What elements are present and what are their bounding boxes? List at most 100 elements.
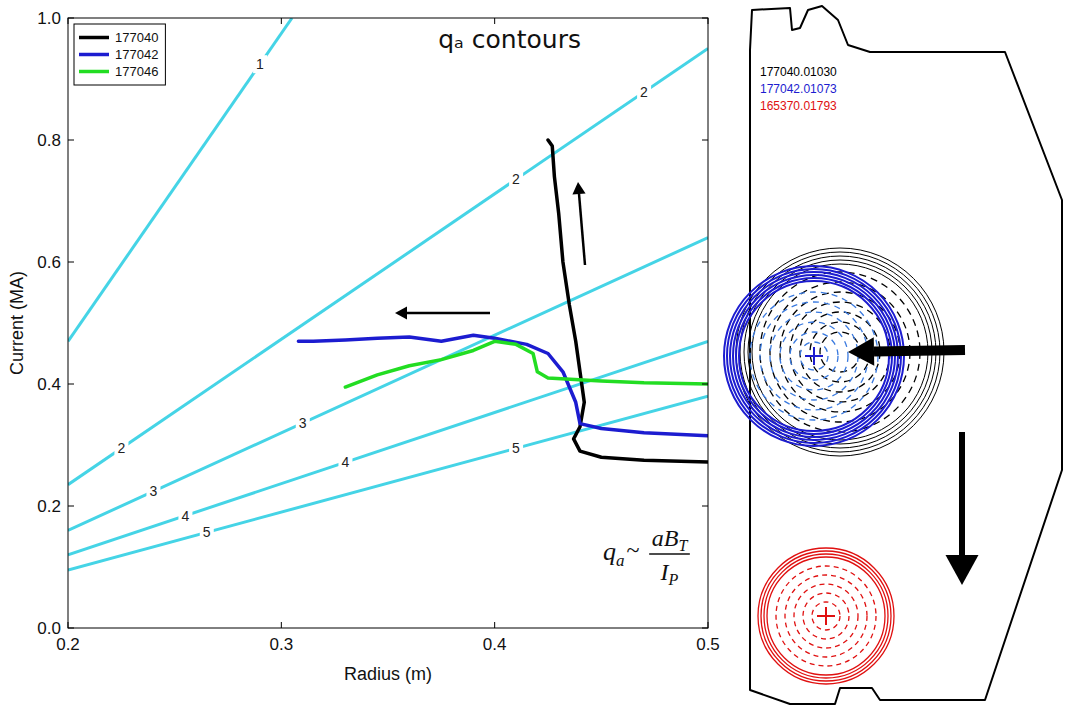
shot-label: 165370.01793 (760, 99, 837, 113)
axis-cross-blue (813, 347, 815, 365)
equilibrium-red-boundary (758, 548, 894, 684)
y-tick-right (702, 140, 708, 141)
diagram-arrow-left-shaft (874, 350, 965, 352)
equilibrium-black-flux-surface (800, 312, 880, 392)
plot-data (68, 18, 708, 570)
formula-numerator: aBT (652, 525, 689, 554)
y-tick-right (702, 262, 708, 263)
equilibrium-red-flux-surface (794, 584, 858, 648)
legend-swatch (79, 36, 109, 40)
equilibrium-blue-flux-surface (750, 292, 878, 420)
contour-label: 4 (341, 454, 349, 470)
contour-label: 4 (181, 508, 189, 524)
y-tick-right (702, 18, 708, 19)
x-tick-label: 0.3 (270, 635, 294, 654)
diagram-arrow-down-shaft (959, 432, 965, 555)
contour-label-background (146, 482, 160, 500)
formula-numerator-sub: T (678, 537, 688, 554)
x-tick-top (708, 18, 709, 24)
equilibrium-red-flux-surface (776, 566, 876, 666)
diagram-arrow-left-head (848, 337, 874, 366)
chart-arrow-left-head (395, 306, 407, 319)
legend-label: 177040 (115, 30, 158, 45)
legend-box (74, 24, 165, 85)
series-line (298, 335, 708, 436)
contour-label-background (114, 439, 128, 457)
y-tick (68, 262, 74, 263)
contour-label: 1 (256, 56, 264, 72)
formula-relation: ~ (627, 537, 640, 563)
y-tick (68, 140, 74, 141)
x-tick-top (494, 18, 495, 24)
equilibrium-red-boundary (764, 554, 888, 678)
legend-swatch (79, 53, 109, 57)
formula-lhs-main: q (603, 537, 616, 566)
q-contour-line (68, 341, 708, 555)
series-line (345, 341, 708, 387)
equilibrium-red-flux-surface (812, 602, 840, 630)
contour-label-background (296, 414, 310, 432)
equilibrium-blue-flux-surface (790, 332, 838, 380)
vessel-wall (750, 6, 1062, 704)
contour-label: 5 (512, 440, 520, 456)
y-tick-right (702, 384, 708, 385)
x-tick-top (68, 18, 69, 24)
y-tick-right (702, 506, 708, 507)
equilibrium-red-boundary (767, 557, 885, 675)
q-contour-line (68, 18, 292, 341)
y-tick-label: 0.6 (37, 253, 61, 272)
y-axis-title: Current (MA) (7, 271, 27, 375)
x-tick-label: 0.5 (696, 635, 720, 654)
contour-label: 2 (640, 84, 648, 100)
formula-lhs-sub: a (616, 551, 625, 570)
x-tick (708, 622, 709, 628)
chart-arrow-up-head (572, 182, 585, 195)
chart-arrow-left-shaft (407, 312, 490, 315)
contour-label-background (178, 507, 192, 525)
equilibrium-blue-flux-surface (780, 322, 848, 390)
contour-label-background (338, 453, 352, 471)
contour-label: 5 (203, 524, 211, 540)
y-tick (68, 506, 74, 507)
contour-label-background (509, 439, 523, 457)
equilibrium-blue-flux-surface (760, 302, 868, 410)
y-tick-label: 0.4 (37, 375, 61, 394)
q-contour-line (68, 49, 708, 485)
legend-label: 177046 (115, 64, 158, 79)
x-tick (281, 622, 282, 628)
x-tick-label: 0.2 (56, 635, 80, 654)
y-tick (68, 384, 74, 385)
equilibrium-blue-boundary (736, 278, 892, 434)
contour-labels: 1222334455 (114, 55, 651, 541)
chart-arrow-up-shaft (579, 194, 585, 265)
contour-label-background (509, 170, 523, 188)
y-tick-right (702, 628, 708, 629)
equilibrium-blue-flux-surface (800, 342, 828, 370)
q-contour-line (68, 396, 708, 570)
q-contour-line (68, 238, 708, 531)
y-tick-label: 0.8 (37, 131, 61, 150)
contour-label: 2 (117, 440, 125, 456)
equilibrium-blue-flux-surface (770, 312, 858, 400)
contour-label: 2 (512, 171, 520, 187)
y-tick-label: 0.2 (37, 497, 61, 516)
y-tick (68, 628, 74, 629)
series-line (548, 140, 708, 462)
vessel-diagram: 177040.01030177042.01073165370.01793 (724, 6, 1062, 704)
shot-label: 177040.01030 (760, 65, 837, 79)
figure: 12223344550.20.30.40.50.00.20.40.60.81.0… (0, 0, 1073, 708)
formula-fraction-bar (649, 553, 690, 554)
equilibrium-blue-boundary (730, 272, 898, 440)
formula-denominator: IP (660, 559, 679, 588)
x-tick (68, 622, 69, 628)
chart-title: qₐ contours (438, 25, 581, 54)
equilibrium-blue-boundary (733, 275, 895, 437)
equilibrium-blue-boundary (739, 281, 889, 431)
contour-label-background (637, 83, 651, 101)
x-axis-title: Radius (m) (344, 664, 432, 684)
diagram-arrow-down-head (946, 555, 979, 585)
legend-label: 177042 (115, 47, 158, 62)
formula-numerator-main: aB (652, 525, 679, 551)
equilibrium-red-boundary (761, 551, 891, 681)
axis-cross-red (825, 607, 827, 625)
